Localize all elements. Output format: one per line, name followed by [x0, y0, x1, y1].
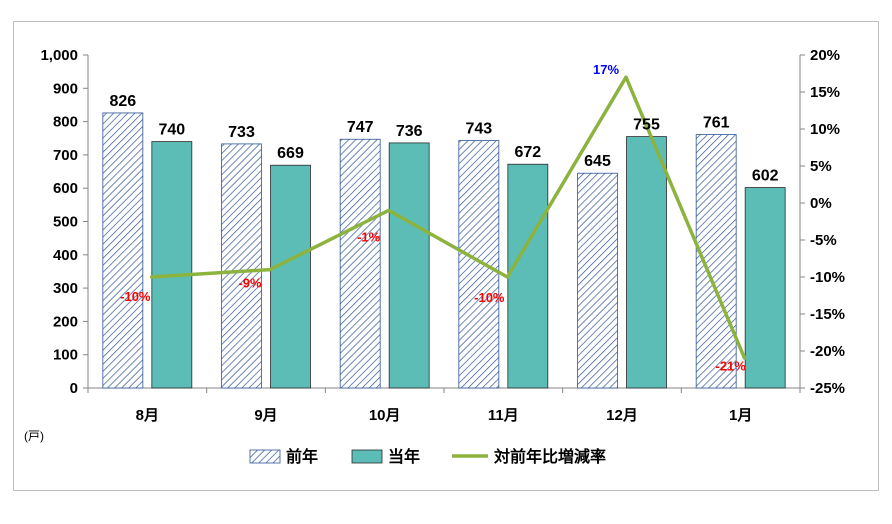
- bar-previous-year: [102, 112, 144, 389]
- x-axis-category-label: 11月: [488, 407, 519, 424]
- left-axis-tick-label: 700: [53, 147, 78, 164]
- x-axis-category-label: 12月: [606, 407, 638, 424]
- right-axis-tick-label: 10%: [810, 121, 840, 138]
- left-axis-tick-label: 500: [53, 214, 78, 231]
- right-axis-tick-label: -15%: [810, 306, 845, 323]
- right-axis-tick-label: 15%: [810, 84, 840, 101]
- left-axis-tick-label: 800: [53, 114, 78, 131]
- bar-previous-year-value-label: 761: [703, 115, 730, 132]
- rate-point: [149, 275, 153, 279]
- legend-label-rate: 対前年比増減率: [493, 447, 606, 466]
- rate-point: [387, 208, 391, 212]
- left-axis-tick-label: 400: [53, 247, 78, 264]
- rate-value-label: -21%: [715, 358, 746, 373]
- bar-current-year: [151, 141, 193, 389]
- right-axis-tick-label: 0%: [810, 195, 832, 212]
- bar-current-year-value-label: 669: [277, 145, 304, 162]
- legend-label-previous-year: 前年: [286, 447, 318, 466]
- right-axis-tick-label: -20%: [810, 343, 845, 360]
- bar-current-year-value-label: 740: [158, 122, 185, 139]
- right-axis-tick-label: -5%: [810, 232, 837, 249]
- right-axis-tick-label: -25%: [810, 380, 845, 397]
- bar-previous-year: [339, 138, 381, 389]
- rate-value-label: -1%: [357, 229, 381, 244]
- left-axis-tick-label: 900: [53, 80, 78, 97]
- x-axis-category-label: 9月: [254, 407, 277, 424]
- x-axis-category-label: 8月: [136, 407, 159, 424]
- rate-line: [151, 75, 747, 360]
- y-axis-unit-label: (戸): [24, 429, 44, 443]
- legend-swatch-current-year: [351, 449, 383, 464]
- rate-point: [743, 356, 747, 360]
- rate-point: [624, 75, 628, 79]
- bar-previous-year: [577, 172, 618, 389]
- rate-value-label: -10%: [120, 289, 151, 304]
- bar-current-year-value-label: 602: [752, 168, 779, 185]
- right-axis-tick-label: 5%: [810, 158, 832, 175]
- legend-label-current-year: 当年: [388, 447, 420, 466]
- bar-current-year: [388, 142, 430, 389]
- rate-point: [505, 275, 509, 279]
- bar-current-year-value-label: 755: [633, 117, 660, 134]
- bar-current-year: [744, 187, 786, 389]
- bar-previous-year-value-label: 747: [347, 119, 374, 136]
- legend-swatch-previous-year: [249, 449, 281, 464]
- rate-value-label: -9%: [238, 276, 262, 291]
- left-axis-tick-label: 0: [70, 380, 78, 397]
- x-axis-category-label: 1月: [729, 407, 752, 424]
- bar-previous-year-value-label: 743: [465, 121, 492, 138]
- left-axis-tick-label: 600: [53, 180, 78, 197]
- bar-previous-year-value-label: 826: [109, 93, 136, 110]
- left-axis-tick-label: 100: [53, 347, 78, 364]
- bar-current-year: [270, 164, 311, 389]
- right-axis-tick-label: 20%: [810, 47, 840, 64]
- bar-previous-year: [221, 143, 262, 389]
- bar-current-year: [507, 163, 549, 389]
- bar-previous-year: [458, 140, 500, 389]
- bar-previous-year: [695, 134, 737, 389]
- rate-value-label: -10%: [474, 290, 505, 305]
- bar-current-year: [626, 136, 667, 389]
- left-axis-tick-label: 1,000: [40, 47, 78, 64]
- left-axis-tick-label: 200: [53, 313, 78, 330]
- bar-previous-year-value-label: 733: [228, 124, 255, 141]
- bar-current-year-value-label: 672: [514, 144, 541, 161]
- bar-previous-year-value-label: 645: [584, 153, 611, 170]
- bar-current-year-value-label: 736: [396, 123, 423, 140]
- rate-point: [268, 268, 272, 272]
- rate-value-label: 17%: [593, 62, 619, 77]
- right-axis-tick-label: -10%: [810, 269, 845, 286]
- left-axis-tick-label: 300: [53, 280, 78, 297]
- x-axis-category-label: 10月: [369, 407, 401, 424]
